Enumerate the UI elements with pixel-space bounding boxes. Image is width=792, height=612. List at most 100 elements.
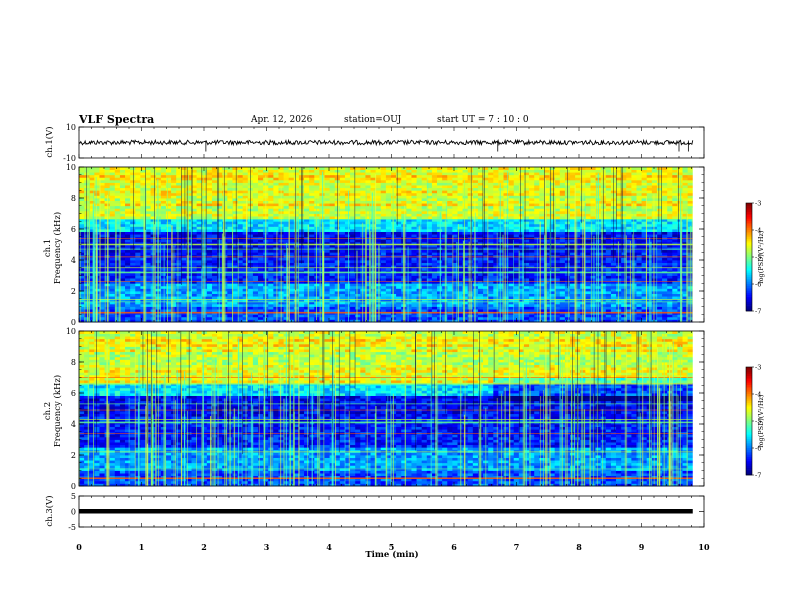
spectrogram-cell (350, 254, 356, 258)
spectrogram-cell (498, 309, 504, 313)
spectrogram-cell (672, 316, 678, 320)
spectrogram-cell (503, 288, 510, 292)
spectrogram-cell (662, 288, 668, 292)
spectrogram-cell (488, 257, 494, 261)
spectrogram-cell (355, 223, 361, 227)
spectrogram-cell (396, 301, 402, 305)
spectrogram-cell (344, 303, 351, 307)
spectrogram-cell (89, 285, 95, 289)
spectrogram-cell (590, 260, 596, 263)
spectrogram-cell (273, 244, 279, 248)
spectrogram-cell (334, 296, 341, 300)
spectrogram-cell (258, 293, 264, 297)
spectrogram-cell (109, 244, 116, 248)
spectrogram-cell (191, 306, 198, 310)
spectrogram-cell (109, 293, 116, 297)
spectrogram-cell (114, 267, 121, 271)
spectrogram-cell (600, 278, 607, 282)
spectrogram-cell (477, 319, 484, 323)
spectrogram-cell (242, 278, 249, 282)
spectrogram-cell (211, 249, 218, 253)
spectrogram-cell (79, 223, 85, 227)
spectrogram-cell (585, 296, 591, 300)
spectrogram-cell (610, 283, 617, 287)
spectrogram-cell (610, 291, 617, 294)
spectrogram-cell (585, 285, 591, 289)
spectrogram-cell (380, 267, 387, 271)
spectrogram-cell (268, 226, 274, 230)
spectrogram-cell (140, 296, 146, 300)
spectrogram-cell (646, 231, 653, 235)
spectrogram-cell (176, 293, 182, 297)
spectrogram-cell (518, 283, 525, 287)
spectrogram-cell (529, 244, 535, 248)
spectrogram-cell (365, 296, 371, 300)
spectrogram-cell (636, 280, 642, 284)
spectrogram-cell (99, 306, 105, 310)
spectrogram-cell (181, 257, 187, 261)
spectrogram-cell (636, 260, 642, 263)
spectrogram-cell (227, 267, 233, 271)
spectrogram-cell (232, 306, 238, 310)
spectrogram-cell (590, 252, 596, 256)
spectrogram-cell (656, 223, 663, 227)
spectrogram-cell (636, 275, 642, 279)
spectrogram-cell (94, 239, 100, 243)
spectrogram-cell (365, 291, 371, 294)
spectrogram-cell (344, 291, 351, 294)
spectrogram-cell (109, 303, 116, 307)
spectrogram-cell (539, 296, 545, 300)
spectrogram-cell (242, 267, 249, 271)
spectrogram-cell (641, 265, 648, 269)
spectrogram-cell (396, 252, 402, 256)
spectrogram-cell (457, 298, 463, 302)
spectrogram-cell (513, 298, 520, 302)
spectrogram-cell (145, 291, 151, 294)
spectrogram-cell (641, 293, 648, 297)
spectrogram-cell (385, 288, 392, 292)
spectrogram-cell (600, 285, 607, 289)
spectrogram-cell (258, 301, 264, 305)
spectrogram-cell (385, 244, 392, 248)
spectrogram-cell (288, 262, 295, 266)
spectrogram-cell (130, 303, 136, 307)
spectrogram-cell (232, 275, 238, 279)
spectrogram-cell (431, 301, 438, 305)
spectrogram-cell (421, 280, 428, 284)
spectrogram-cell (252, 260, 259, 263)
spectrogram-cell (452, 244, 458, 248)
spectrogram-cell (217, 303, 223, 307)
spectrogram-cell (119, 216, 126, 220)
spectrogram-cell (99, 314, 105, 318)
spectrogram-cell (411, 280, 417, 284)
spectrogram-cell (298, 301, 305, 305)
spectrogram-cell (84, 306, 90, 310)
spectrogram-cell (610, 298, 617, 302)
spectrogram-cell (298, 288, 305, 292)
spectrogram-cell (176, 291, 182, 294)
spectrogram-cell (646, 226, 653, 230)
spectrogram-cell (667, 262, 673, 266)
spectrogram-cell (109, 254, 116, 258)
spectrogram-cell (477, 239, 484, 243)
spectrogram-cell (79, 303, 85, 307)
spectrogram-cell (114, 221, 121, 225)
spectrogram-cell (375, 223, 382, 227)
spectrogram-cell (672, 275, 678, 279)
spectrogram-cell (554, 303, 561, 307)
spectrogram-cell (217, 260, 223, 263)
spectrogram-cell (518, 265, 525, 269)
spectrogram-cell (575, 303, 581, 307)
spectrogram-cell (114, 247, 121, 251)
spectrogram-cell (334, 272, 341, 276)
spectrogram-cell (477, 218, 484, 222)
spectrogram-cell (656, 229, 663, 232)
spectrogram-cell (206, 218, 213, 222)
spectrogram-cell (217, 272, 223, 276)
spectrogram-cell (135, 283, 141, 287)
spectrogram-cell (682, 267, 689, 271)
spectrogram-cell (237, 309, 244, 313)
spectrogram-cell (503, 231, 510, 235)
spectrogram-cell (314, 234, 320, 238)
spectrogram-cell (191, 291, 198, 294)
